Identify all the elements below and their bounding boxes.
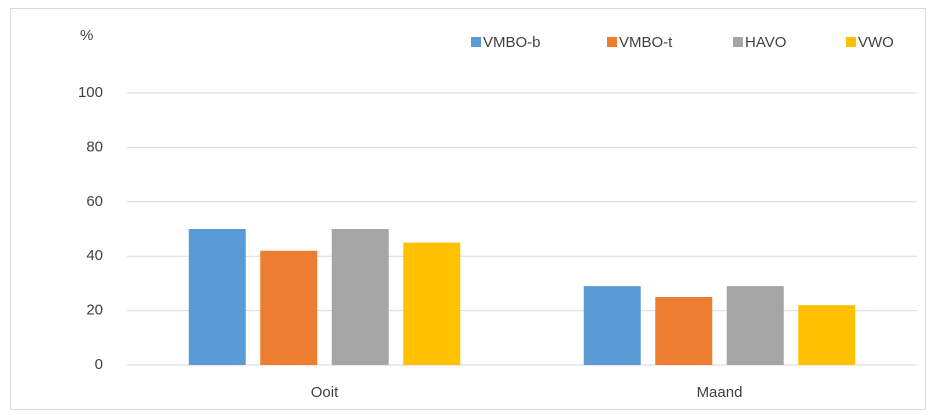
bar (188, 229, 246, 365)
y-axis-label: % (80, 27, 93, 44)
bar (403, 242, 461, 365)
x-tick-label: Ooit (311, 384, 339, 401)
legend-label: VMBO-t (619, 34, 673, 51)
x-tick-label: Maand (697, 384, 743, 401)
y-tick-label: 100 (78, 84, 103, 101)
bar (583, 286, 641, 365)
legend-swatch (733, 37, 743, 47)
y-tick-label: 20 (86, 302, 103, 319)
legend-label: VMBO-b (483, 34, 541, 51)
bar (798, 305, 856, 365)
bar (655, 297, 713, 365)
legend-swatch (471, 37, 481, 47)
legend-swatch (607, 37, 617, 47)
y-tick-label: 40 (86, 247, 103, 264)
y-tick-label: 0 (95, 356, 103, 373)
bar (726, 286, 784, 365)
chart-frame (10, 8, 926, 410)
legend-label: VWO (858, 34, 894, 51)
bar (331, 229, 389, 365)
legend-swatch (846, 37, 856, 47)
y-tick-label: 60 (86, 193, 103, 210)
legend-label: HAVO (745, 34, 786, 51)
bar (260, 250, 318, 365)
y-tick-label: 80 (86, 138, 103, 155)
